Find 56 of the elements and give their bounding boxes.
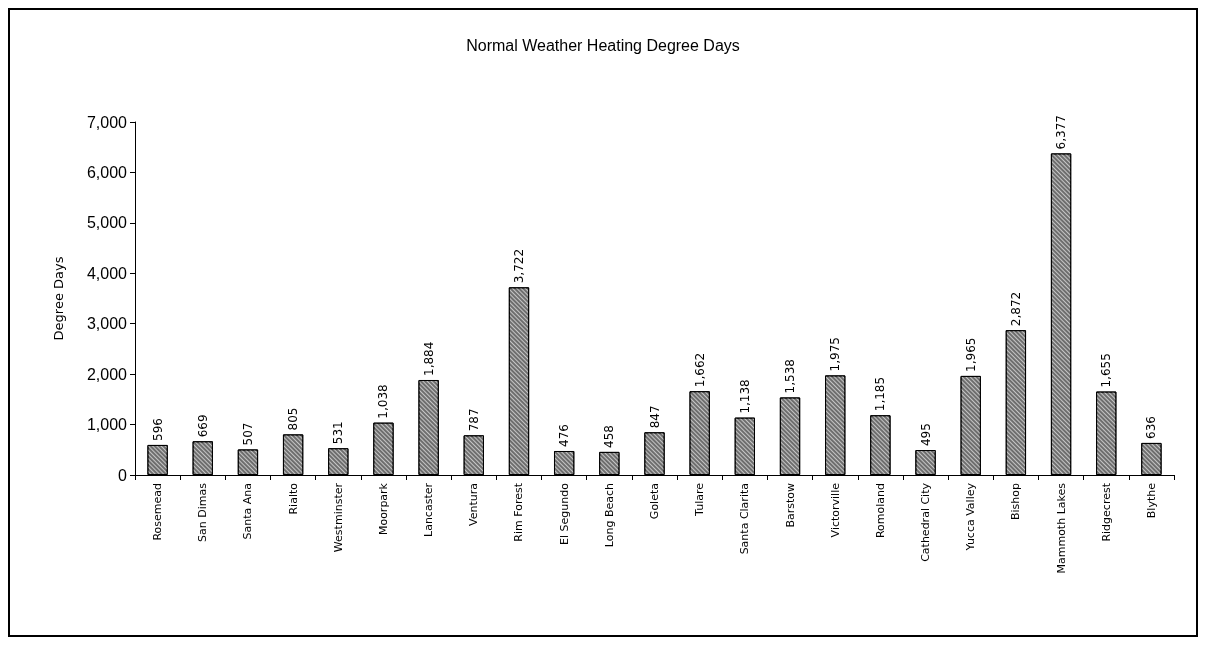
y-tick-label: 0 xyxy=(118,466,128,484)
data-label: 3,722 xyxy=(511,248,526,284)
x-tick-label: Long Beach xyxy=(602,482,616,548)
x-tick-label: Santa Clarita xyxy=(738,483,752,555)
data-label: 1,185 xyxy=(873,376,888,412)
x-tick-label: Cathedral City xyxy=(919,482,933,562)
data-label: 596 xyxy=(150,418,165,441)
data-label: 1,655 xyxy=(1099,353,1114,388)
y-tick-label: 1,000 xyxy=(86,416,128,434)
x-tick-label: Victorville xyxy=(828,482,842,538)
data-label: 787 xyxy=(466,408,481,432)
y-tick-label: 5,000 xyxy=(86,214,128,232)
data-label: 805 xyxy=(286,407,301,431)
x-tick-label: Rialto xyxy=(286,482,300,515)
x-tick-label: Bishop xyxy=(1009,483,1023,521)
x-tick-label: Mammoth Lakes xyxy=(1054,482,1068,574)
x-tick-label: Blythe xyxy=(1144,482,1158,519)
x-tick-label: San Dimas xyxy=(196,482,210,542)
x-tick-label: Moorpark xyxy=(376,482,390,536)
x-tick-label: Tulare xyxy=(693,482,707,517)
data-label: 1,662 xyxy=(692,352,707,388)
x-tick-label: Rim Forest xyxy=(512,482,526,542)
y-tick-label: 2,000 xyxy=(86,365,128,383)
data-label: 2,872 xyxy=(1008,291,1023,327)
x-tick-label: Westminster xyxy=(331,482,345,553)
data-label: 1,884 xyxy=(421,341,436,376)
x-tick-label: Rosemead xyxy=(151,483,165,541)
data-label: 1,138 xyxy=(737,379,752,414)
data-label: 1,538 xyxy=(783,359,798,394)
data-label: 476 xyxy=(557,424,572,447)
data-label: 495 xyxy=(918,423,933,447)
data-label: 507 xyxy=(240,422,255,446)
data-label: 669 xyxy=(195,414,210,438)
x-tick-label: Lancaster xyxy=(422,482,436,537)
data-label: 636 xyxy=(1144,416,1159,439)
x-tick-label: El Segundo xyxy=(557,482,571,545)
x-tick-label: Romoland xyxy=(873,483,887,539)
y-axis-title: Degree Days xyxy=(51,256,66,341)
data-label: 531 xyxy=(331,421,346,445)
y-tick-label: 6,000 xyxy=(86,163,128,181)
data-label: 6,377 xyxy=(1054,115,1069,150)
y-tick-label: 3,000 xyxy=(86,315,128,333)
chart-title: Normal Weather Heating Degree Days xyxy=(466,36,740,54)
data-label: 847 xyxy=(647,405,662,429)
data-label: 1,038 xyxy=(376,384,391,419)
data-label: 1,965 xyxy=(963,337,978,372)
x-tick-label: Yucca Valley xyxy=(964,482,978,552)
data-label: 1,975 xyxy=(828,337,843,372)
x-tick-label: Barstow xyxy=(783,483,797,528)
data-label: 458 xyxy=(602,425,617,448)
x-tick-label: Ventura xyxy=(467,483,481,526)
y-tick-label: 7,000 xyxy=(86,113,128,131)
x-tick-label: Ridgecrest xyxy=(1099,482,1113,542)
x-tick-label: Goleta xyxy=(648,483,661,520)
y-tick-label: 4,000 xyxy=(86,264,128,282)
x-tick-label: Santa Ana xyxy=(241,483,255,540)
